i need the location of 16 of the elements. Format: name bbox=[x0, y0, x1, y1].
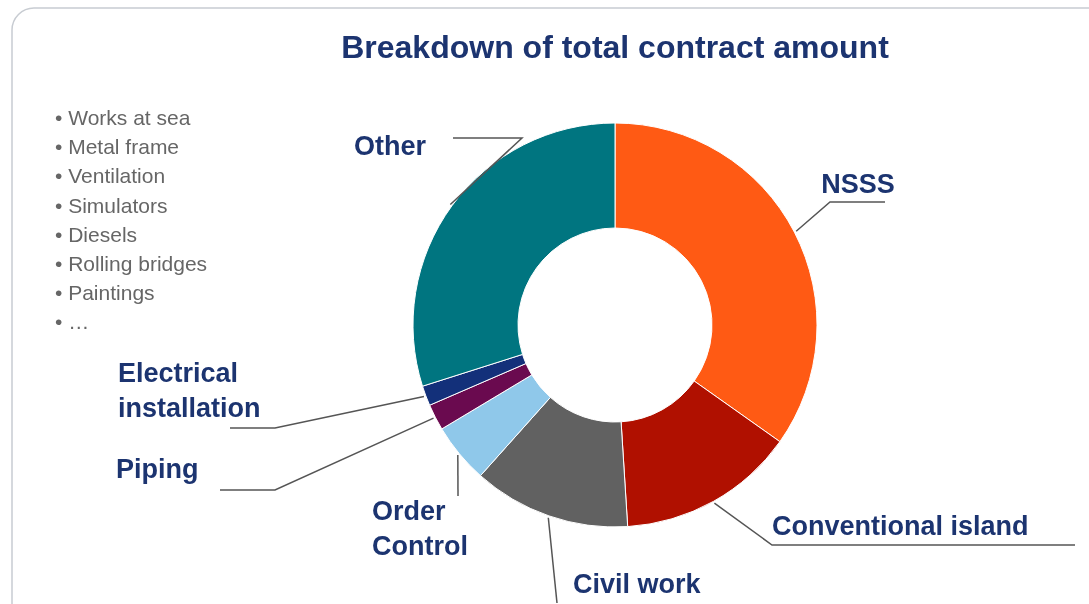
text: • Rolling bridges bbox=[55, 252, 208, 275]
slice-label: Conventional island bbox=[772, 511, 1029, 541]
text: • Metal frame bbox=[55, 135, 180, 159]
text: • Works at sea bbox=[55, 106, 191, 129]
text: • Paintings bbox=[55, 281, 155, 305]
slice-label: Order Control bbox=[372, 496, 468, 561]
slice-label: Piping bbox=[116, 454, 199, 484]
slice-label: Other bbox=[353, 131, 427, 161]
text: • Ventilation bbox=[55, 164, 166, 188]
slice-label: Electrical installation bbox=[118, 358, 261, 423]
slice-label: NSSS bbox=[821, 169, 895, 199]
text: • Diesels bbox=[55, 222, 138, 246]
text: • Simulators bbox=[55, 193, 168, 217]
text: • … bbox=[55, 310, 90, 334]
chart-title: Breakdown of total contract amount bbox=[341, 29, 890, 65]
slice-label: Civil work bbox=[573, 569, 702, 599]
